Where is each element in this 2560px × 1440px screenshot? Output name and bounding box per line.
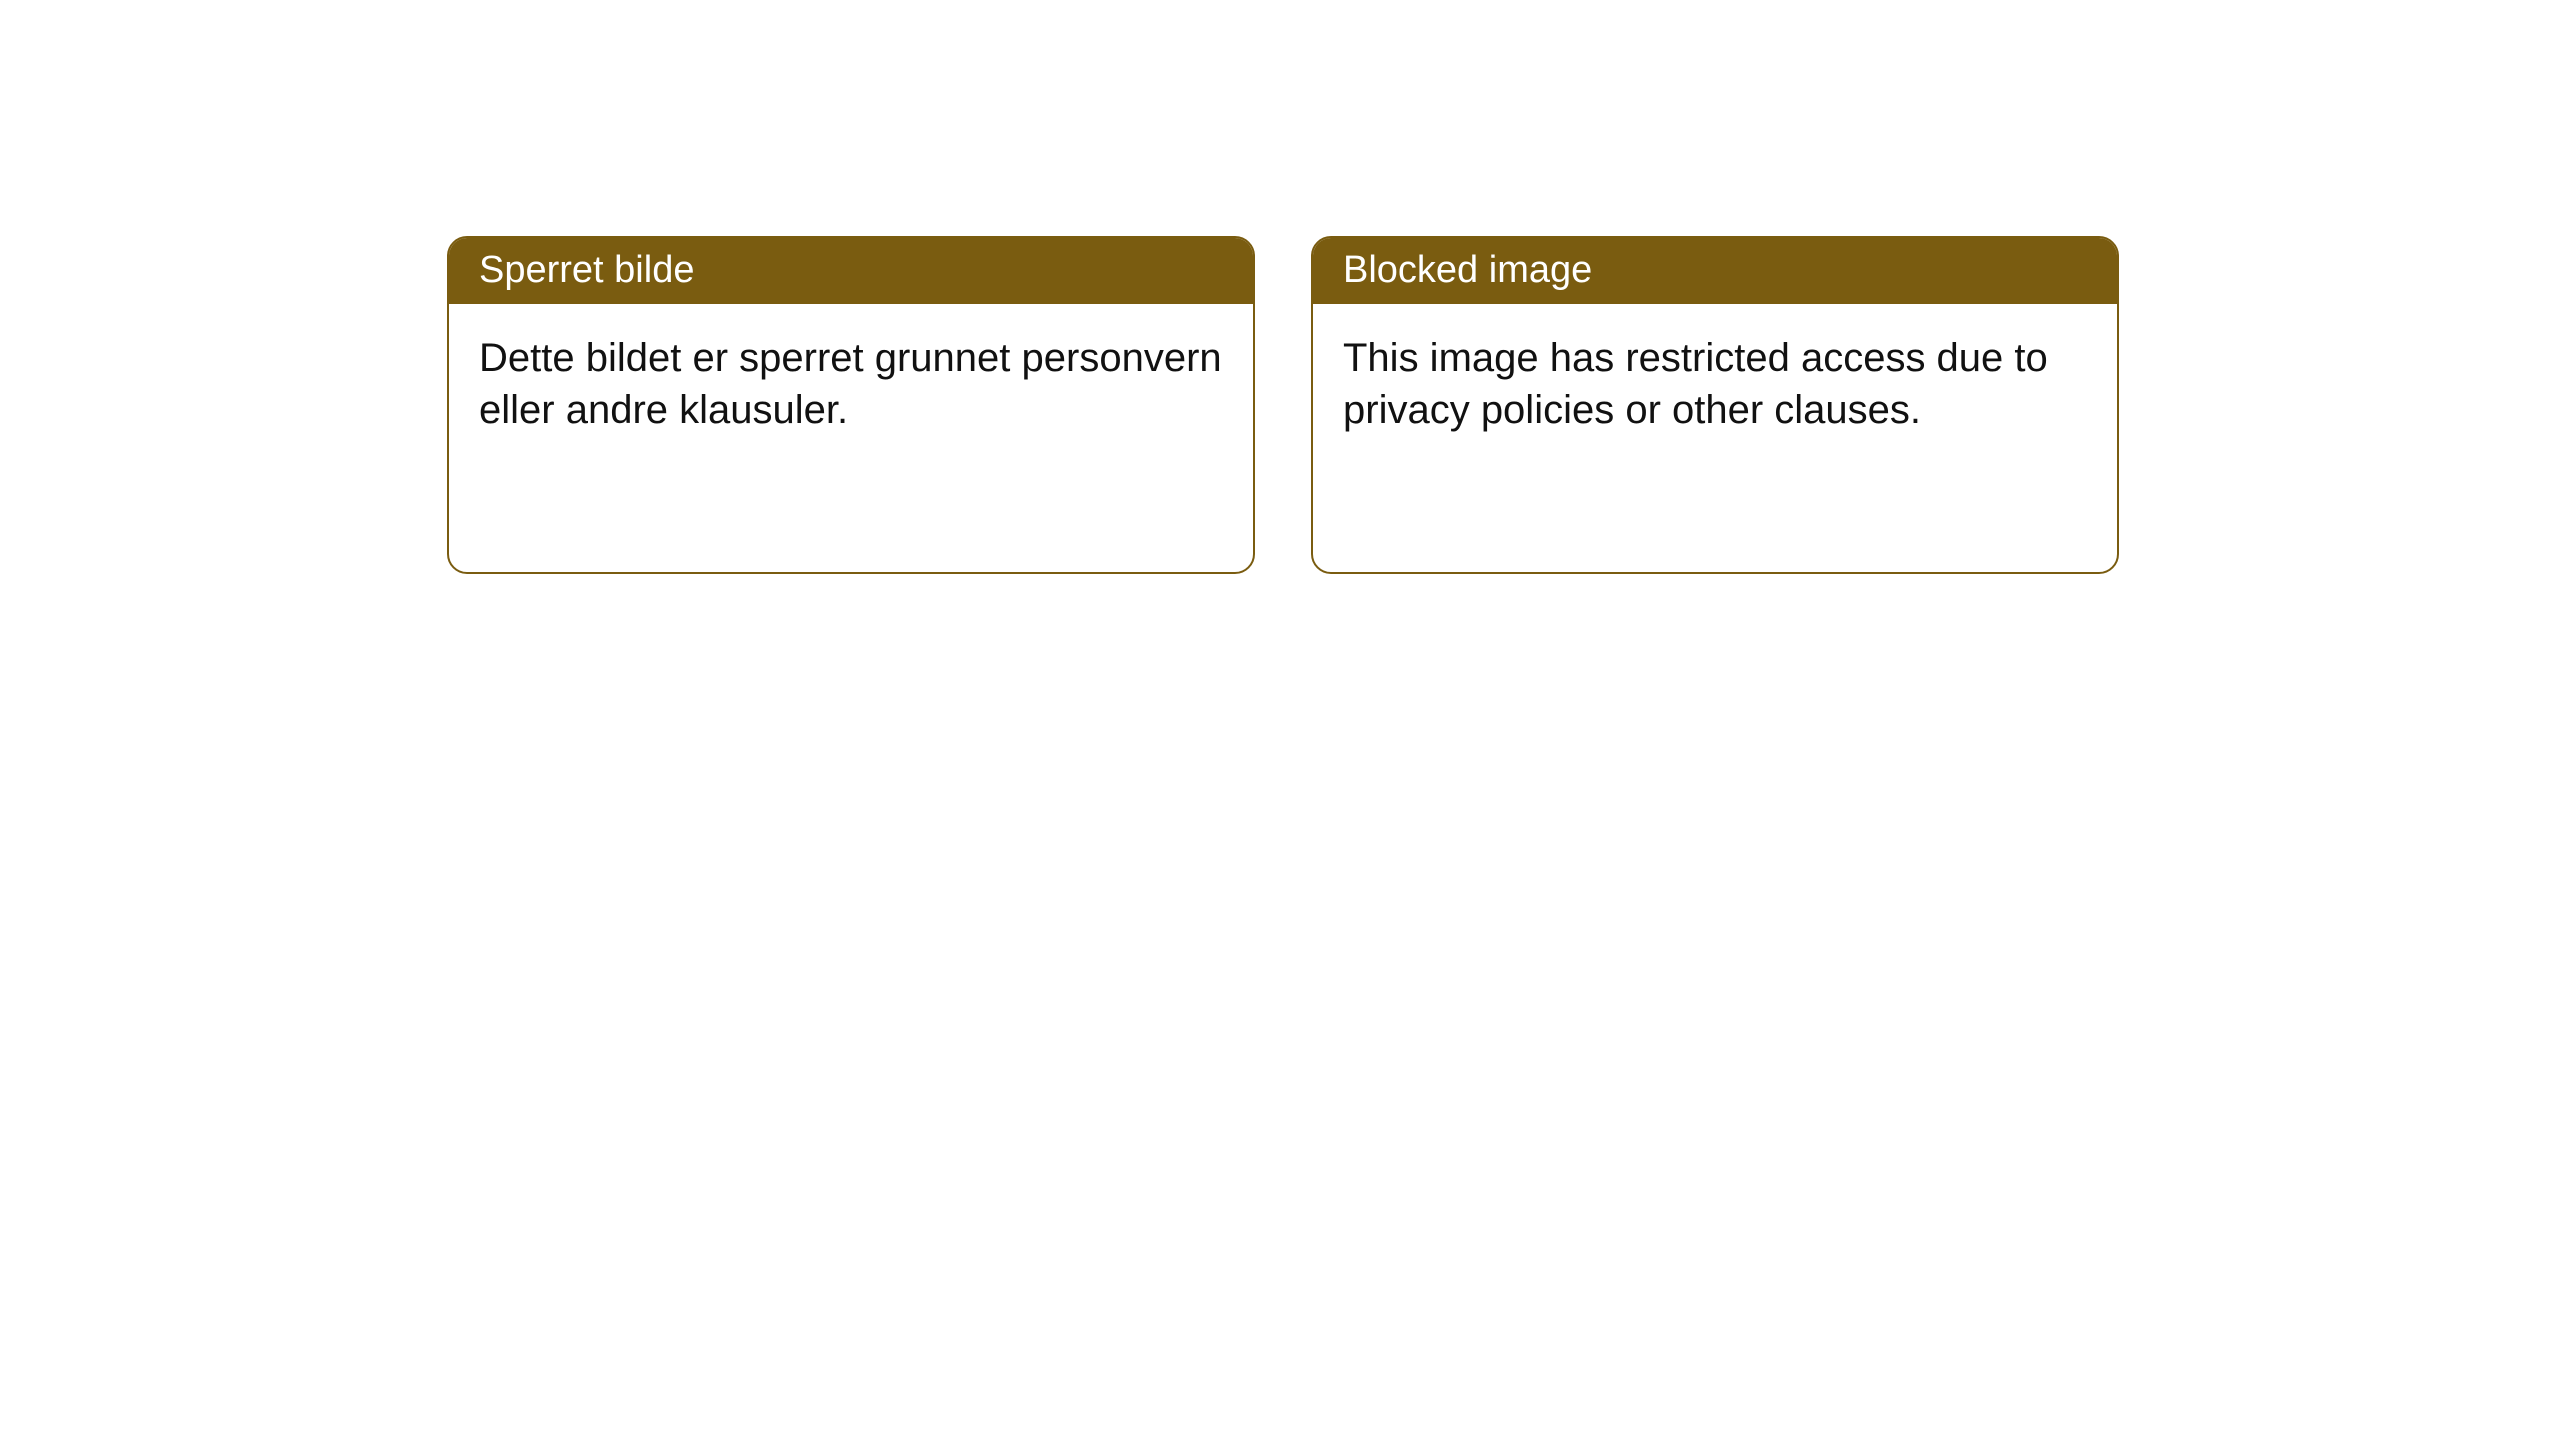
notice-body-text: Dette bildet er sperret grunnet personve… <box>479 336 1222 432</box>
notice-header: Blocked image <box>1313 238 2117 304</box>
notice-card-english: Blocked image This image has restricted … <box>1311 236 2119 574</box>
notice-header: Sperret bilde <box>449 238 1253 304</box>
notice-body: This image has restricted access due to … <box>1313 304 2117 464</box>
notice-body-text: This image has restricted access due to … <box>1343 336 2048 432</box>
notice-container: Sperret bilde Dette bildet er sperret gr… <box>0 0 2560 574</box>
notice-title: Blocked image <box>1343 249 1592 291</box>
notice-card-norwegian: Sperret bilde Dette bildet er sperret gr… <box>447 236 1255 574</box>
notice-body: Dette bildet er sperret grunnet personve… <box>449 304 1253 464</box>
notice-title: Sperret bilde <box>479 249 694 291</box>
